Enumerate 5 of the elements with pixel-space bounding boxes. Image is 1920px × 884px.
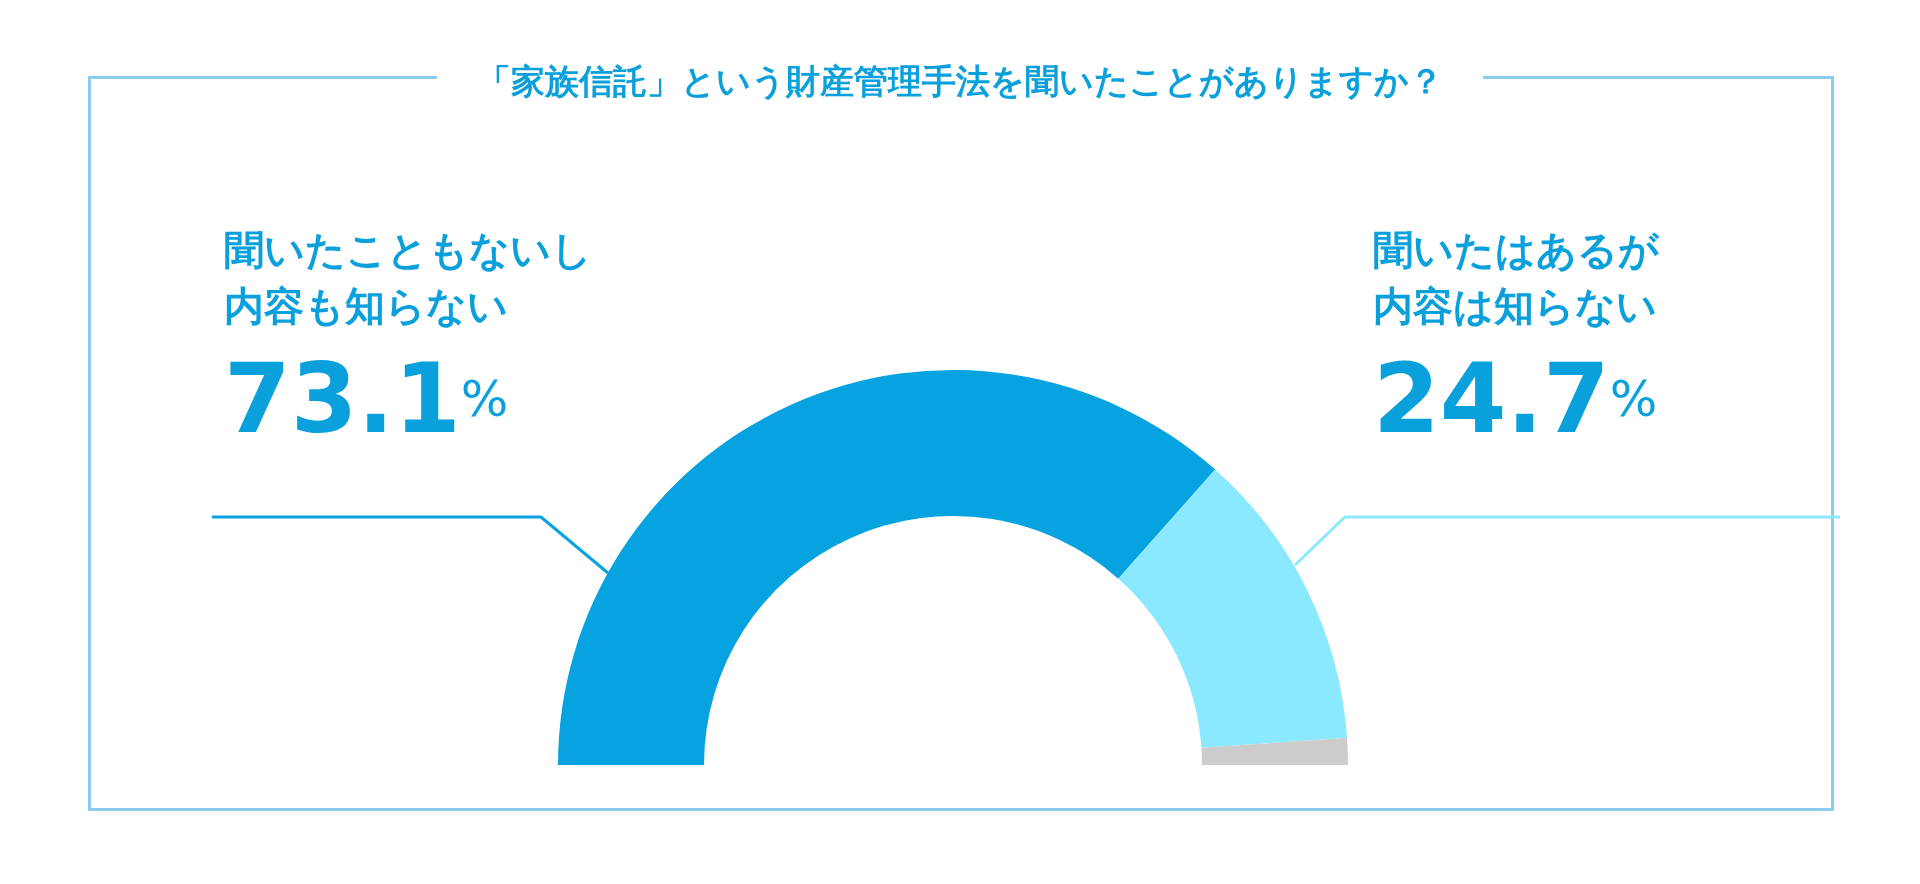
data-label: 24.7%	[1373, 343, 1658, 455]
slice-label: 聞いたこともないし内容も知らない	[224, 227, 592, 329]
chart-title: 「家族信託」という財産管理手法を聞いたことがありますか？	[477, 61, 1443, 101]
data-label: 73.1%	[224, 343, 509, 455]
slice-label: 聞いたはあるが内容は知らない	[1373, 227, 1660, 329]
